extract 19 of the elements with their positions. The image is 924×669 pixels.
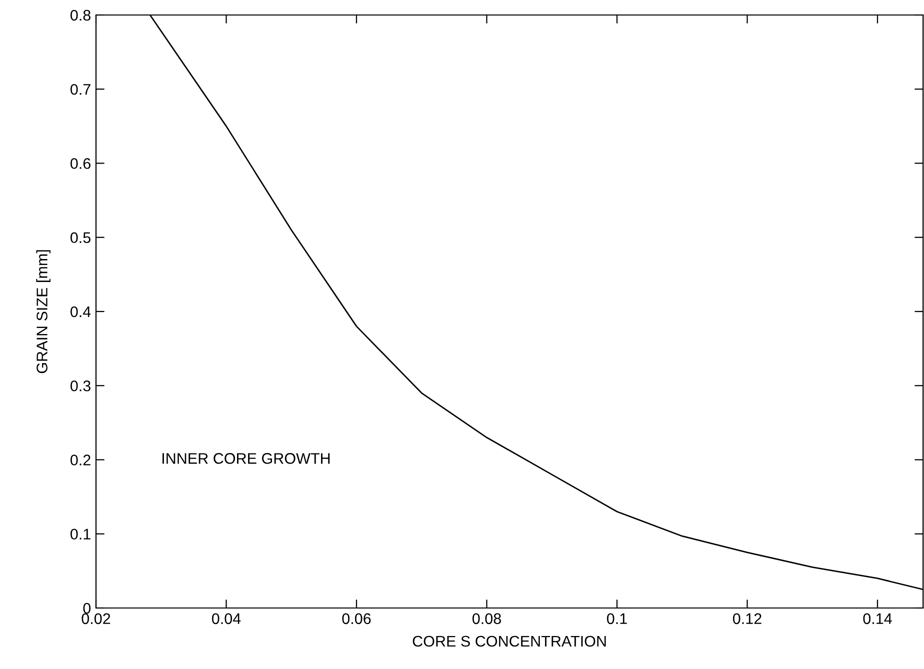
annotation: INNER CORE GROWTH [162,453,330,464]
x-tick-label: 0.02 [82,613,110,624]
x-axis-title: CORE S CONCENTRATION [412,636,606,647]
x-tick-label: 0.06 [342,613,371,624]
y-tick-label: 0.4 [70,306,91,318]
x-tick-label: 0.14 [863,613,892,624]
y-tick-label: 0.8 [70,10,90,21]
x-tick-label: 0.04 [212,613,241,624]
y-tick-label: 0.7 [70,84,90,95]
y-axis-title: GRAIN SIZE [mm] [36,250,50,374]
x-tick-label: 0.12 [732,613,762,624]
y-tick-label: 0 [83,602,91,614]
y-tick-label: 0.1 [70,528,90,540]
y-tick-label: 0.6 [70,158,90,169]
x-tick-label: 0.08 [472,613,501,624]
y-tick-label: 0.2 [70,454,90,466]
y-tick-label: 0.3 [70,380,90,392]
y-tick-label: 0.5 [70,232,90,244]
x-tick-label: 0.1 [606,613,627,624]
